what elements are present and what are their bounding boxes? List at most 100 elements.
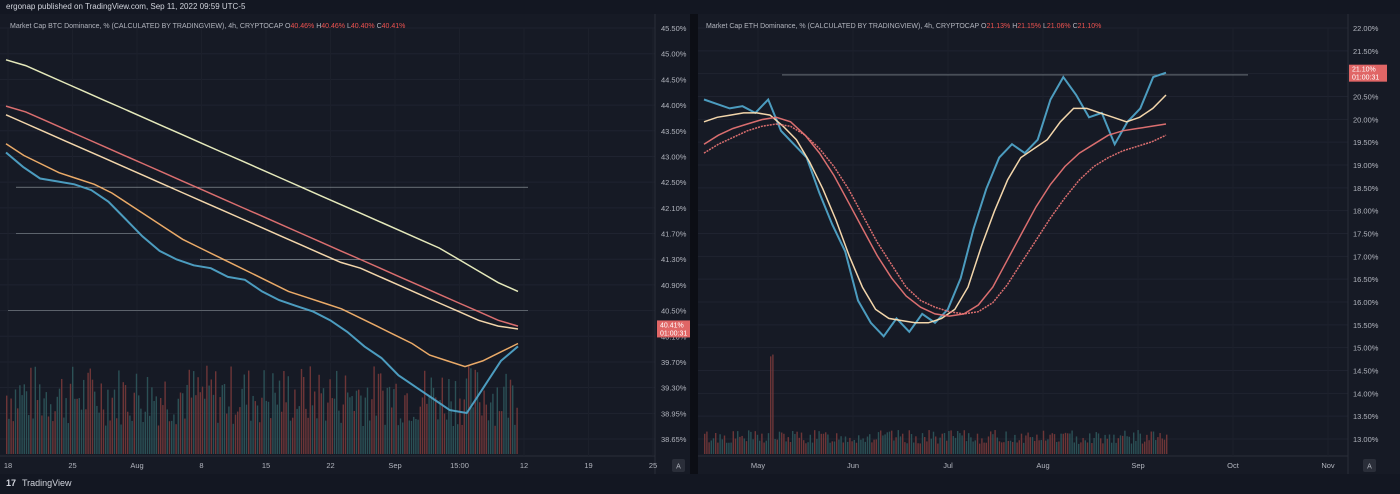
volume-bar — [74, 398, 76, 454]
y-tick-label: 18.50% — [1353, 184, 1379, 193]
volume-bar — [1078, 443, 1080, 454]
volume-bar — [1073, 442, 1075, 454]
volume-bar — [144, 411, 146, 454]
y-tick-label: 44.00% — [661, 101, 687, 110]
x-tick-label: May — [751, 461, 765, 470]
volume-bar — [391, 407, 393, 454]
volume-bar — [188, 369, 190, 454]
volume-bar — [994, 430, 996, 454]
volume-bar — [706, 431, 708, 454]
eth-chart-title: Market Cap ETH Dominance, % (CALCULATED … — [706, 23, 980, 30]
series-line — [5, 105, 519, 327]
volume-bar — [182, 393, 184, 454]
volume-bar — [1023, 442, 1025, 454]
volume-bar — [476, 372, 479, 454]
volume-bar — [886, 432, 888, 454]
volume-bar — [210, 379, 212, 454]
volume-bar — [968, 433, 970, 454]
volume-bar — [1058, 441, 1060, 454]
volume-bar — [349, 397, 351, 454]
y-tick-label: 21.50% — [1353, 47, 1379, 56]
volume-bar — [153, 400, 155, 454]
volume-bar — [939, 437, 941, 454]
volume-bar — [107, 389, 109, 454]
volume-bar — [285, 402, 287, 454]
volume-bar — [373, 366, 375, 454]
volume-bar — [866, 436, 869, 454]
volume-bar — [382, 390, 384, 454]
auto-scale-button-label: A — [1367, 464, 1372, 471]
volume-bar — [776, 439, 778, 454]
volume-bar — [461, 424, 463, 454]
volume-bar — [1040, 440, 1042, 454]
volume-bar — [131, 420, 133, 454]
volume-bar — [1067, 433, 1069, 454]
volume-bar — [895, 437, 897, 454]
volume-bar — [221, 385, 223, 454]
volume-bar — [811, 442, 814, 454]
volume-bar — [410, 420, 413, 454]
volume-bar — [94, 391, 96, 454]
volume-bar — [120, 424, 122, 454]
volume-bar — [937, 443, 939, 454]
volume-bar — [952, 436, 954, 454]
volume-bar — [888, 431, 891, 454]
volume-bar — [366, 387, 369, 454]
tradingview-logo-icon[interactable]: 17 — [6, 478, 17, 488]
volume-bar — [963, 430, 965, 454]
volume-bar — [825, 432, 827, 454]
volume-bar — [767, 433, 770, 454]
volume-bar — [173, 414, 175, 454]
volume-bar — [160, 398, 162, 454]
volume-bar — [474, 369, 476, 454]
btc-dominance-chart-panel[interactable]: 45.50% 45.00% 44.50% 44.00% 43.50% 43.00% 42.5… — [0, 14, 690, 474]
volume-bar — [1104, 434, 1106, 454]
volume-bar — [1027, 432, 1029, 454]
volume-bar — [739, 436, 741, 454]
volume-bar — [987, 436, 990, 454]
volume-bar — [877, 432, 880, 454]
price-tag-box — [1349, 64, 1387, 82]
x-tick-label: 22 — [326, 461, 334, 470]
volume-bar — [166, 409, 168, 454]
y-tick-label: 13.00% — [1353, 435, 1379, 444]
volume-bar — [992, 434, 994, 454]
volume-bar — [1018, 440, 1020, 454]
volume-bar — [375, 415, 377, 454]
volume-bar — [377, 373, 380, 454]
volume-bar — [919, 443, 921, 454]
volume-bar — [289, 420, 292, 454]
volume-bar — [358, 389, 360, 454]
series-line — [703, 71, 1167, 338]
volume-bar — [364, 397, 366, 454]
btc-dominance-chart[interactable]: 45.50% 45.00% 44.50% 44.00% 43.50% 43.00% 42.5… — [0, 14, 690, 474]
volume-bar — [798, 437, 800, 454]
volume-bar — [787, 437, 789, 454]
volume-bar — [19, 385, 21, 454]
volume-bar — [1029, 437, 1031, 454]
volume-bar — [717, 442, 719, 454]
volume-bar — [884, 434, 886, 454]
volume-bar — [190, 397, 193, 454]
volume-bar — [730, 442, 732, 454]
tradingview-brand[interactable]: TradingView — [22, 478, 72, 488]
volume-bar — [386, 387, 388, 454]
eth-dominance-chart-panel[interactable]: 22.00%21.50%21.00%20.50%20.00%19.50%19.0… — [698, 14, 1400, 474]
volume-bar — [465, 378, 468, 454]
volume-bar — [1150, 431, 1152, 454]
btc-open-label: O — [285, 23, 291, 30]
volume-bar — [990, 431, 992, 454]
eth-dominance-chart[interactable]: 22.00%21.50%21.00%20.50%20.00%19.50%19.0… — [698, 14, 1400, 474]
volume-bar — [212, 394, 215, 454]
volume-bar — [1130, 443, 1133, 454]
volume-bar — [972, 441, 974, 454]
volume-bar — [155, 396, 157, 454]
volume-bar — [34, 366, 36, 454]
volume-bar — [111, 397, 113, 454]
series-line — [5, 143, 519, 368]
volume-bar — [272, 373, 274, 454]
volume-bar — [168, 421, 171, 454]
auto-scale-button — [672, 459, 685, 472]
volume-bar — [25, 391, 28, 454]
volume-bar — [708, 442, 710, 454]
